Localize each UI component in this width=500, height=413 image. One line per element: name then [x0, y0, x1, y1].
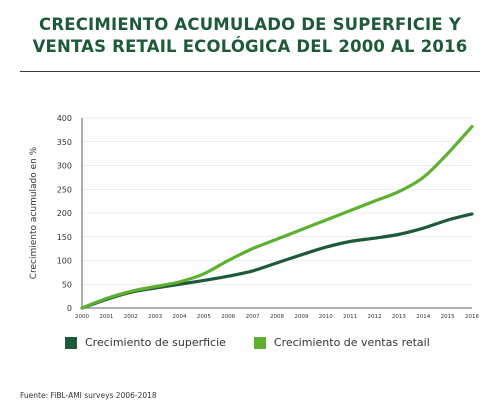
x-tick-label-2002: 2002	[124, 314, 138, 320]
y-tick-label-200: 200	[57, 209, 72, 218]
x-tick-label-2016: 2016	[465, 314, 479, 320]
line-chart: 0 50 100 150 200 250 300 350 400 2000 2001 2002 2003…	[29, 114, 479, 320]
x-tick-label-2004: 2004	[173, 314, 187, 320]
y-tick-label-50: 50	[62, 280, 72, 289]
x-tick-label-2005: 2005	[197, 314, 211, 320]
legend-label-ventas: Crecimiento de ventas retail	[273, 336, 430, 349]
legend-swatch-ventas	[253, 336, 266, 349]
chart-title: CRECIMIENTO ACUMULADO DE SUPERFICIE Y VE…	[0, 14, 500, 58]
x-tick-label-2013: 2013	[392, 314, 406, 320]
series-line-superficie	[80, 212, 474, 310]
source-note: Fuente: FiBL-AMI surveys 2006-2018	[20, 391, 157, 400]
title-line-2: VENTAS RETAIL ECOLÓGICA DEL 2000 AL 2016	[32, 37, 468, 56]
series-line-ventas	[80, 124, 474, 310]
y-tick-label-0: 0	[67, 304, 72, 313]
x-tick-label-2012: 2012	[368, 314, 382, 320]
x-tick-label-2003: 2003	[148, 314, 162, 320]
y-tick-label-350: 350	[57, 138, 72, 147]
legend-item-ventas: Crecimiento de ventas retail	[253, 336, 430, 349]
x-tick-label-2001: 2001	[99, 314, 113, 320]
x-tick-label-2011: 2011	[343, 314, 357, 320]
y-axis-label: Crecimiento acumulado en %	[29, 146, 39, 279]
legend-label-superficie: Crecimiento de superficie	[85, 336, 226, 349]
x-tick-label-2014: 2014	[416, 314, 430, 320]
x-tick-label-2015: 2015	[441, 314, 455, 320]
x-tick-label-2009: 2009	[294, 314, 308, 320]
x-tick-label-2008: 2008	[270, 314, 284, 320]
x-tick-label-2007: 2007	[246, 314, 260, 320]
title-divider	[20, 71, 480, 72]
y-tick-label-100: 100	[57, 257, 72, 266]
y-tick-label-250: 250	[57, 185, 72, 194]
x-tick-label-2006: 2006	[221, 314, 235, 320]
y-tick-label-300: 300	[57, 162, 72, 171]
legend-item-superficie: Crecimiento de superficie	[65, 336, 226, 349]
y-tick-label-150: 150	[57, 233, 72, 242]
y-tick-label-400: 400	[57, 114, 72, 123]
title-line-1: CRECIMIENTO ACUMULADO DE SUPERFICIE Y	[39, 15, 461, 34]
chart-legend: Crecimiento de superficie Crecimiento de…	[65, 336, 480, 349]
legend-swatch-superficie	[65, 336, 77, 349]
x-tick-label-2010: 2010	[319, 314, 333, 320]
x-tick-label-2000: 2000	[75, 314, 89, 320]
